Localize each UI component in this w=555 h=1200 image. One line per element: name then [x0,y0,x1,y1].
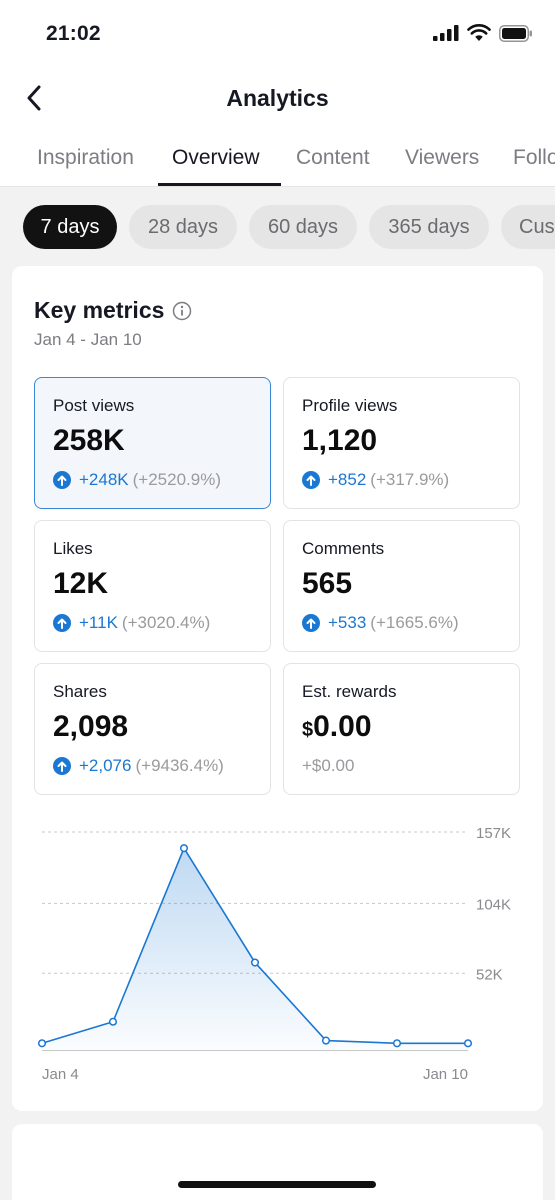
data-point [463,1039,473,1048]
date-range-label: Jan 4 - Jan 10 [34,330,142,349]
key-metrics-title: Key metrics [34,297,192,324]
range-60-days[interactable]: 60 days [249,205,357,249]
range-custom[interactable]: Custom [501,205,555,249]
metric-label: Est. rewards [302,682,397,701]
metric-delta: +11K [79,613,118,632]
metric-percent: (+317.9%) [370,470,450,489]
y-tick-label: 157K [476,825,511,842]
metric-card-shares[interactable]: Shares 2,098 +2,076 (+9436.4%) [34,663,271,795]
battery-icon [499,24,532,42]
post-views-chart: 52K 104K 157K Jan 4 Jan 10 [37,825,511,1083]
back-button[interactable] [16,80,52,116]
key-metrics-heading: Key metrics [34,297,165,323]
range-7-days[interactable]: 7 days [23,205,117,249]
x-tick-label: Jan 4 [42,1066,79,1083]
metric-change: +533 (+1665.6%) [302,613,459,633]
arrow-up-icon [302,471,320,489]
metric-change: +248K (+2520.9%) [53,470,221,490]
y-tick-label: 52K [476,966,503,983]
metric-value: 258K [53,424,125,457]
metric-change: +11K (+3020.4%) [53,613,210,633]
range-365-days[interactable]: 365 days [369,205,489,249]
currency-symbol: $ [302,719,314,741]
metric-label: Profile views [302,396,398,415]
home-indicator [178,1181,376,1188]
metric-percent: (+1665.6%) [370,613,459,632]
range-28-days[interactable]: 28 days [129,205,237,249]
metric-percent: (+3020.4%) [121,613,211,632]
status-time: 21:02 [46,22,101,45]
header-area: 21:02 Analytics Inspiration Overview Con… [0,0,555,187]
metric-delta: +852 [328,470,367,489]
info-icon[interactable] [172,301,192,321]
tab-followers[interactable]: Followers [513,146,555,169]
active-tab-indicator [158,183,281,186]
metric-value: 12K [53,567,109,600]
tab-content[interactable]: Content [296,146,370,169]
metric-value: 1,120 [302,424,378,457]
metric-card-profile-views[interactable]: Profile views 1,120 +852 (+317.9%) [283,377,520,509]
data-point [108,1017,118,1026]
data-point [37,1039,47,1048]
data-point [321,1036,331,1045]
tab-overview[interactable]: Overview [172,146,260,169]
metric-label: Post views [53,396,135,415]
metric-label: Likes [53,539,93,558]
tab-bar: Inspiration Overview Content Viewers Fol… [0,142,555,187]
arrow-up-icon [53,757,71,775]
next-section-card [12,1124,543,1200]
metric-label: Shares [53,682,107,701]
metric-value: 2,098 [53,710,129,743]
metric-value: $0.00 [302,710,372,744]
metric-change: +2,076 (+9436.4%) [53,756,224,776]
metric-change: +$0.00 [302,756,354,776]
metric-delta: +533 [328,613,367,632]
key-metrics-card: Key metrics Jan 4 - Jan 10 Post views 25… [12,266,543,1111]
metric-card-post-views[interactable]: Post views 258K +248K (+2520.9%) [34,377,271,509]
metric-card-est-rewards[interactable]: Est. rewards $0.00 +$0.00 [283,663,520,795]
metric-label: Comments [302,539,385,558]
arrow-up-icon [53,471,71,489]
x-tick-label: Jan 10 [423,1066,468,1083]
data-point [392,1039,402,1048]
metric-value: 565 [302,567,353,600]
page-title: Analytics [226,85,329,111]
metric-card-comments[interactable]: Comments 565 +533 (+1665.6%) [283,520,520,652]
metric-change: +852 (+317.9%) [302,470,449,490]
tab-viewers[interactable]: Viewers [405,146,480,169]
metric-card-likes[interactable]: Likes 12K +11K (+3020.4%) [34,520,271,652]
metric-delta: +$0.00 [302,756,355,775]
data-point [250,958,260,967]
chevron-left-icon [27,85,41,111]
tab-inspiration[interactable]: Inspiration [37,146,134,169]
metric-delta: +2,076 [79,756,132,775]
wifi-icon [467,24,491,41]
area-fill [42,848,468,1051]
metric-percent: (+2520.9%) [132,470,222,489]
metric-percent: (+9436.4%) [135,756,224,775]
data-point [179,844,189,853]
arrow-up-icon [302,614,320,632]
metric-delta: +248K [79,470,129,489]
arrow-up-icon [53,614,71,632]
cellular-signal-icon [433,25,459,41]
rewards-amount: 0.00 [313,710,372,743]
y-tick-label: 104K [476,896,511,913]
status-icons [433,24,533,42]
date-range-selector: 7 days 28 days 60 days 365 days Custom [0,205,555,249]
